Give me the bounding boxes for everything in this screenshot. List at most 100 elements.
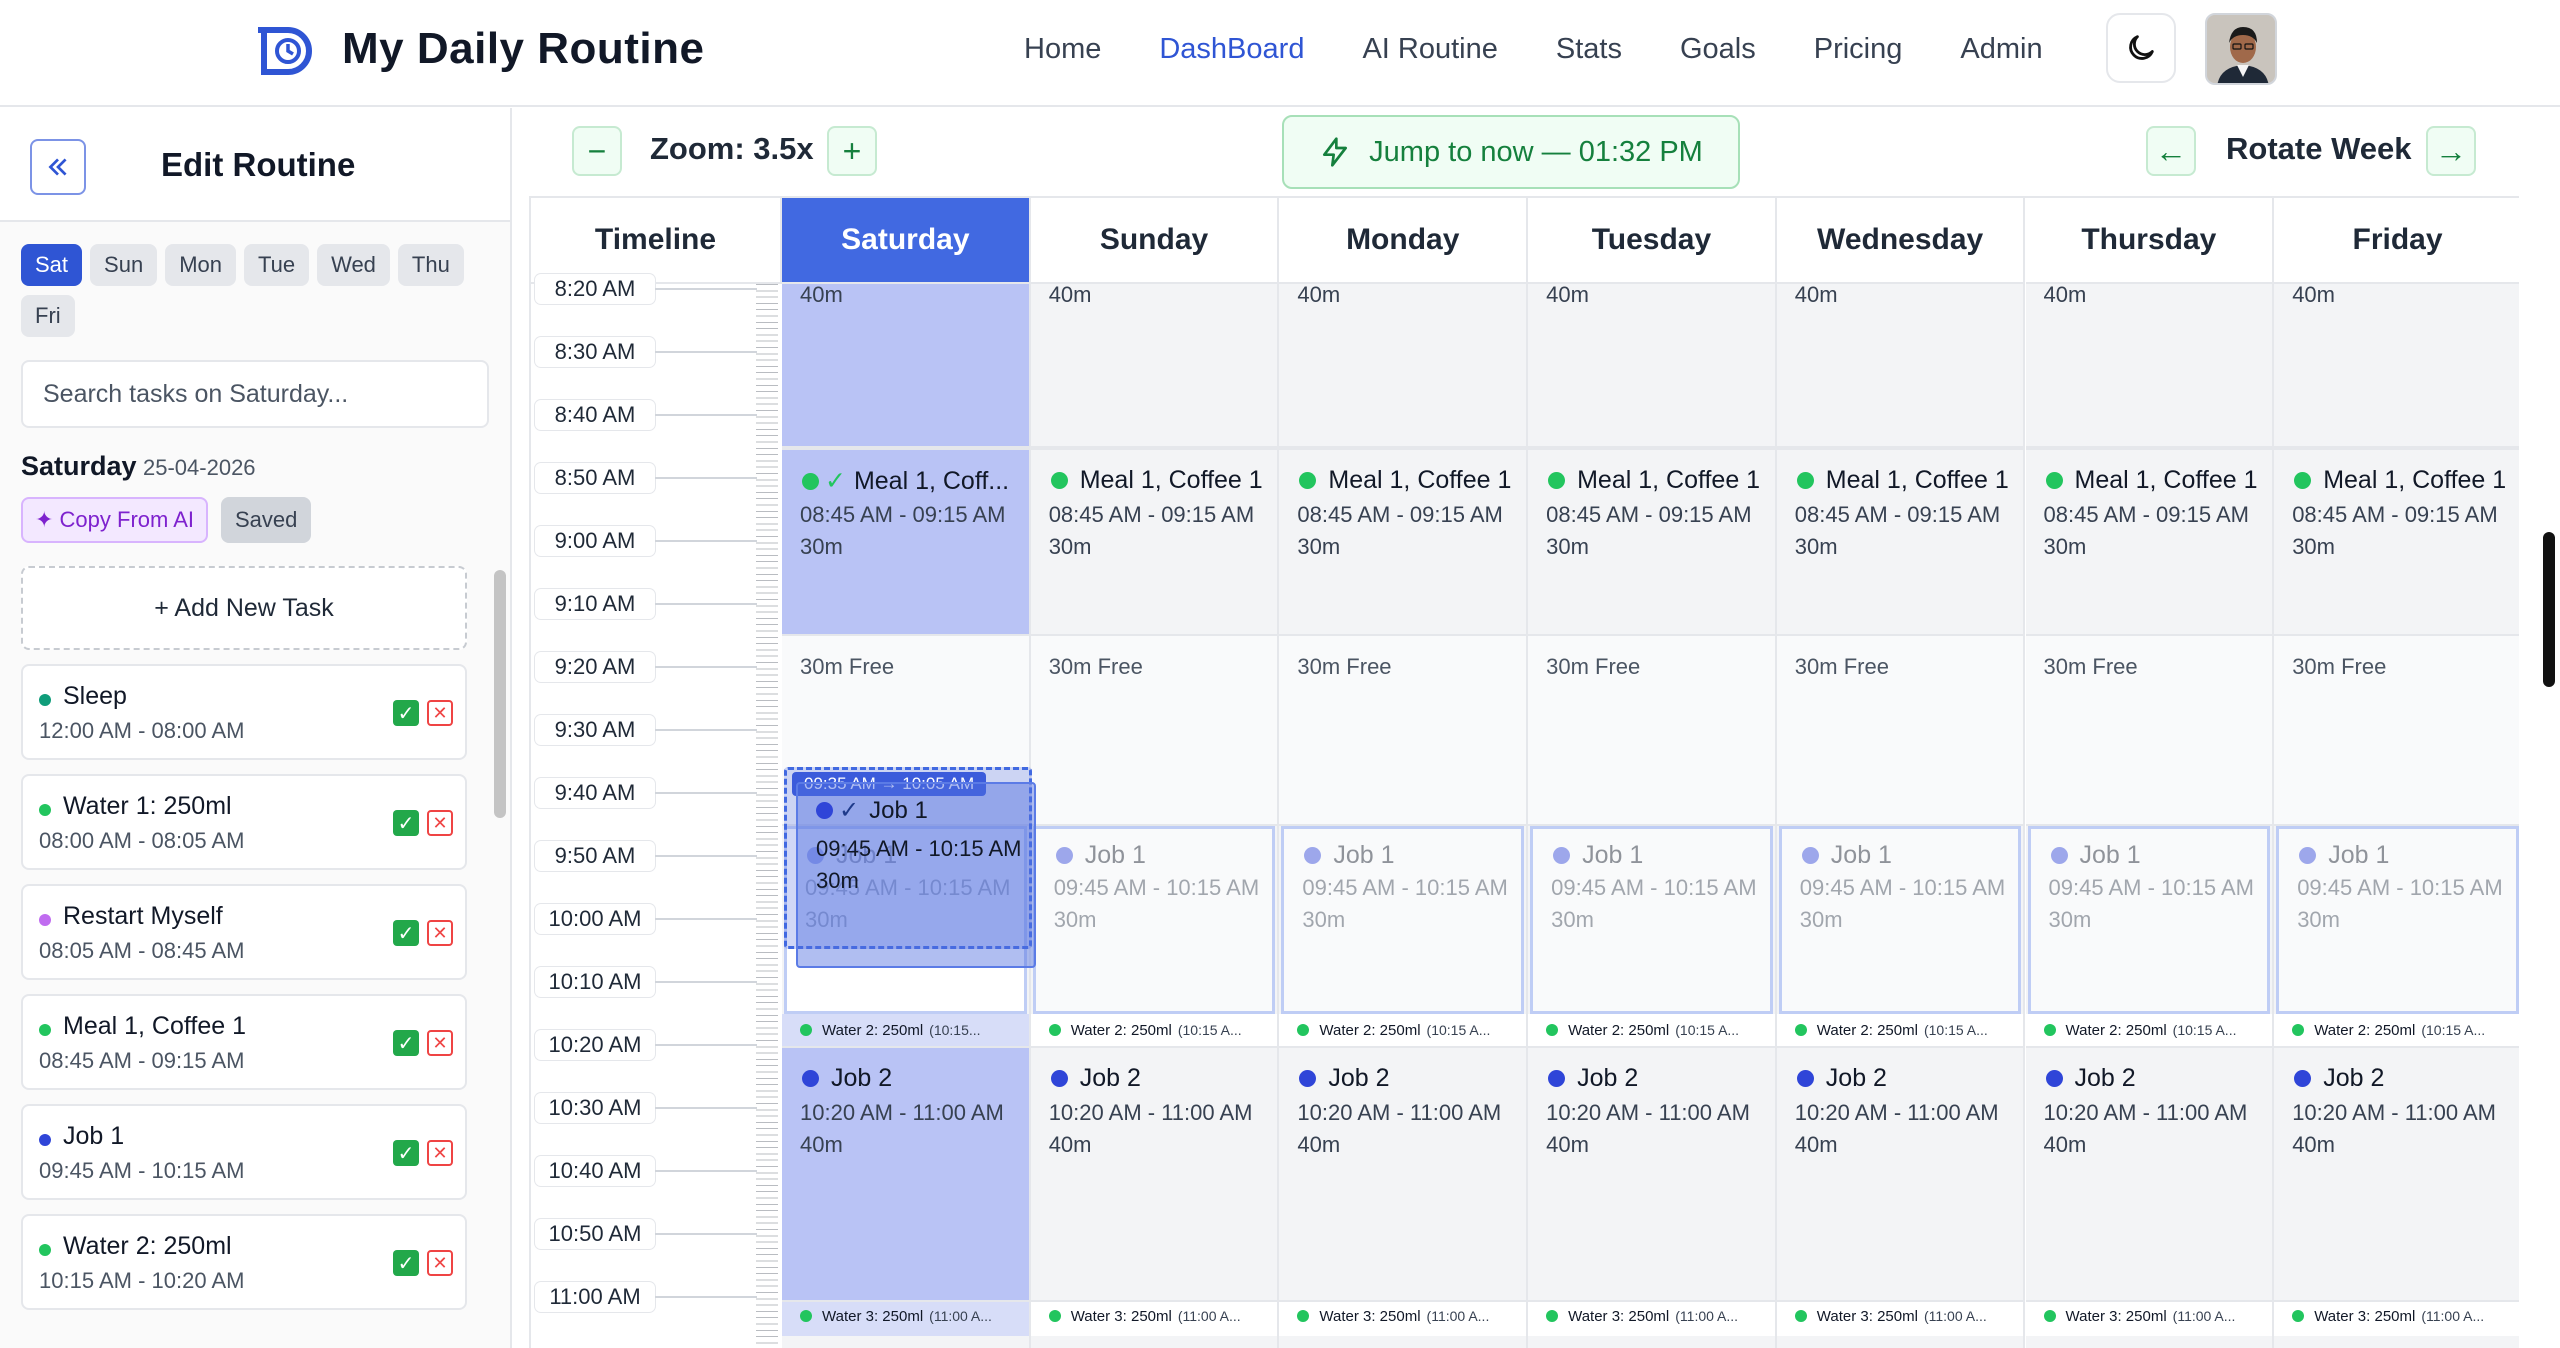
event-job1[interactable]: Job 1 09:45 AM - 10:15 AM 30m	[1530, 826, 1773, 1014]
copy-from-ai-button[interactable]: ✦ Copy From AI	[21, 497, 209, 543]
day-header-saturday[interactable]: Saturday	[782, 198, 1031, 284]
nav-pricing[interactable]: Pricing	[1813, 33, 1903, 65]
event-previous[interactable]: 40m	[2025, 282, 2273, 448]
event-job2[interactable]: Job 2 10:20 AM - 11:00 AM 40m	[782, 1048, 1029, 1302]
app-title[interactable]: My Daily Routine	[342, 24, 705, 73]
delete-task-button[interactable]: ✕	[427, 700, 453, 726]
complete-checkbox[interactable]: ✓	[393, 700, 419, 726]
event-meal-coffee[interactable]: Meal 1, Coffee 1 08:45 AM - 09:15 AM 30m	[2025, 448, 2273, 636]
event-water2[interactable]: Water 2: 250ml (10:15 A...	[2043, 1022, 2269, 1044]
event-job1[interactable]: Job 1 09:45 AM - 10:15 AM 30m	[2276, 826, 2519, 1014]
day-pill-thu[interactable]: Thu	[397, 244, 464, 286]
event-job2[interactable]: Job 2 10:20 AM - 11:00 AM 40m	[1528, 1048, 1775, 1302]
delete-task-button[interactable]: ✕	[427, 1030, 453, 1056]
complete-checkbox[interactable]: ✓	[393, 1140, 419, 1166]
event-meal-coffee[interactable]: Meal 1, Coffee 1 08:45 AM - 09:15 AM 30m	[1279, 448, 1527, 636]
task-card-water2[interactable]: Water 2: 250ml 10:15 AM - 10:20 AM ✓ ✕	[21, 1214, 467, 1310]
collapse-sidebar-button[interactable]	[30, 139, 86, 195]
free-slot[interactable]: 30m Free	[1030, 636, 1278, 826]
event-water3[interactable]: Water 3: 250ml (11:00 A...	[1794, 1308, 2020, 1330]
day-pill-fri[interactable]: Fri	[21, 295, 75, 337]
event-job1[interactable]: Job 1 09:45 AM - 10:15 AM 30m	[2027, 826, 2271, 1014]
event-job1[interactable]: Job 1 09:45 AM - 10:15 AM 30m	[1281, 826, 1525, 1014]
app-logo-icon[interactable]	[258, 22, 316, 80]
free-slot[interactable]: 30m Free	[1279, 636, 1527, 826]
zoom-in-button[interactable]: +	[827, 126, 877, 176]
task-card-restart[interactable]: Restart Myself 08:05 AM - 08:45 AM ✓ ✕	[21, 884, 467, 980]
nav-home[interactable]: Home	[1024, 33, 1102, 65]
free-slot[interactable]: 30m Free	[2274, 636, 2519, 826]
delete-task-button[interactable]: ✕	[427, 810, 453, 836]
event-meal-coffee[interactable]: Meal 1, Coffee 1 08:45 AM - 09:15 AM 30m	[1030, 448, 1278, 636]
nav-goals[interactable]: Goals	[1679, 33, 1756, 65]
day-header-monday[interactable]: Monday	[1279, 198, 1529, 284]
rotate-week-prev-button[interactable]: ←	[2146, 126, 2196, 176]
event-previous[interactable]: 40m	[1776, 282, 2024, 448]
event-water2[interactable]: Water 2: 250ml (10:15 A...	[1546, 1022, 1771, 1044]
task-search-input[interactable]: Search tasks on Saturday...	[21, 360, 489, 428]
day-header-wednesday[interactable]: Wednesday	[1776, 198, 2026, 284]
event-job2[interactable]: Job 2 10:20 AM - 11:00 AM 40m	[1279, 1048, 1527, 1302]
event-job1[interactable]: Job 1 09:45 AM - 10:15 AM 30m	[1778, 826, 2022, 1014]
calendar-scrollbar[interactable]	[2543, 532, 2555, 687]
free-slot[interactable]: 30m Free	[2025, 636, 2273, 826]
day-pill-sat[interactable]: Sat	[21, 244, 83, 286]
event-previous[interactable]: 40m	[1030, 282, 1278, 448]
day-header-tuesday[interactable]: Tuesday	[1528, 198, 1777, 284]
nav-dashboard[interactable]: DashBoard	[1159, 33, 1305, 65]
sidebar-scrollbar[interactable]	[494, 570, 506, 818]
nav-ai-routine[interactable]: AI Routine	[1362, 33, 1498, 65]
add-new-task-button[interactable]: + Add New Task	[21, 566, 467, 650]
nav-admin[interactable]: Admin	[1960, 33, 2043, 65]
user-avatar[interactable]	[2205, 13, 2277, 85]
free-slot[interactable]: 30m Free	[1528, 636, 1775, 826]
task-card-meal1[interactable]: Meal 1, Coffee 1 08:45 AM - 09:15 AM ✓ ✕	[21, 994, 467, 1090]
dragging-job1-card[interactable]: ✓ Job 1 09:45 AM - 10:15 AM 30m	[796, 782, 1036, 968]
complete-checkbox[interactable]: ✓	[393, 810, 419, 836]
event-job1[interactable]: Job 1 09:45 AM - 10:15 AM 30m	[784, 826, 1027, 1014]
delete-task-button[interactable]: ✕	[427, 1140, 453, 1166]
complete-checkbox[interactable]: ✓	[393, 1250, 419, 1276]
task-card-water1[interactable]: Water 1: 250ml 08:00 AM - 08:05 AM ✓ ✕	[21, 774, 467, 870]
event-water2[interactable]: Water 2: 250ml (10:15...	[800, 1022, 1025, 1044]
event-previous[interactable]: 40m	[2274, 282, 2519, 448]
zoom-out-button[interactable]: −	[572, 126, 622, 176]
event-water3[interactable]: Water 3: 250ml (11:00 A...	[800, 1308, 1025, 1330]
free-slot[interactable]: 30m Free	[1776, 636, 2024, 826]
event-water3[interactable]: Water 3: 250ml (11:00 A...	[2043, 1308, 2269, 1330]
event-job2[interactable]: Job 2 10:20 AM - 11:00 AM 40m	[2274, 1048, 2519, 1302]
event-water2[interactable]: Water 2: 250ml (10:15 A...	[1297, 1022, 1522, 1044]
event-meal-coffee[interactable]: ✓ Meal 1, Coff... 08:45 AM - 09:15 AM 30m	[782, 448, 1029, 636]
event-previous[interactable]: 40m	[1528, 282, 1775, 448]
event-water3[interactable]: Water 3: 250ml (11:00 A...	[1048, 1308, 1274, 1330]
rotate-week-next-button[interactable]: →	[2426, 126, 2476, 176]
event-previous[interactable]: 40m	[1279, 282, 1527, 448]
event-meal-coffee[interactable]: Meal 1, Coffee 1 08:45 AM - 09:15 AM 30m	[1528, 448, 1775, 636]
event-water2[interactable]: Water 2: 250ml (10:15 A...	[2292, 1022, 2517, 1044]
jump-to-now-button[interactable]: Jump to now — 01:32 PM	[1282, 115, 1740, 189]
event-water2[interactable]: Water 2: 250ml (10:15 A...	[1794, 1022, 2020, 1044]
delete-task-button[interactable]: ✕	[427, 920, 453, 946]
day-pill-mon[interactable]: Mon	[165, 244, 236, 286]
event-meal-coffee[interactable]: Meal 1, Coffee 1 08:45 AM - 09:15 AM 30m	[2274, 448, 2519, 636]
drag-drop-target[interactable]	[784, 767, 1032, 949]
saved-status-button[interactable]: Saved	[221, 497, 312, 543]
task-card-job1[interactable]: Job 1 09:45 AM - 10:15 AM ✓ ✕	[21, 1104, 467, 1200]
day-pill-tue[interactable]: Tue	[243, 244, 310, 286]
complete-checkbox[interactable]: ✓	[393, 1030, 419, 1056]
day-header-friday[interactable]: Friday	[2274, 198, 2519, 284]
event-meal-coffee[interactable]: Meal 1, Coffee 1 08:45 AM - 09:15 AM 30m	[1776, 448, 2024, 636]
day-header-sunday[interactable]: Sunday	[1030, 198, 1280, 284]
task-card-sleep[interactable]: Sleep 12:00 AM - 08:00 AM ✓ ✕	[21, 664, 467, 760]
event-water2[interactable]: Water 2: 250ml (10:15 A...	[1048, 1022, 1274, 1044]
theme-toggle-button[interactable]	[2106, 13, 2176, 83]
nav-stats[interactable]: Stats	[1555, 33, 1622, 65]
complete-checkbox[interactable]: ✓	[393, 920, 419, 946]
event-job2[interactable]: Job 2 10:20 AM - 11:00 AM 40m	[2025, 1048, 2273, 1302]
day-header-thursday[interactable]: Thursday	[2025, 198, 2275, 284]
event-water3[interactable]: Water 3: 250ml (11:00 A...	[2292, 1308, 2517, 1330]
delete-task-button[interactable]: ✕	[427, 1250, 453, 1276]
event-job2[interactable]: Job 2 10:20 AM - 11:00 AM 40m	[1776, 1048, 2024, 1302]
event-water3[interactable]: Water 3: 250ml (11:00 A...	[1546, 1308, 1771, 1330]
event-job1[interactable]: Job 1 09:45 AM - 10:15 AM 30m	[1032, 826, 1276, 1014]
